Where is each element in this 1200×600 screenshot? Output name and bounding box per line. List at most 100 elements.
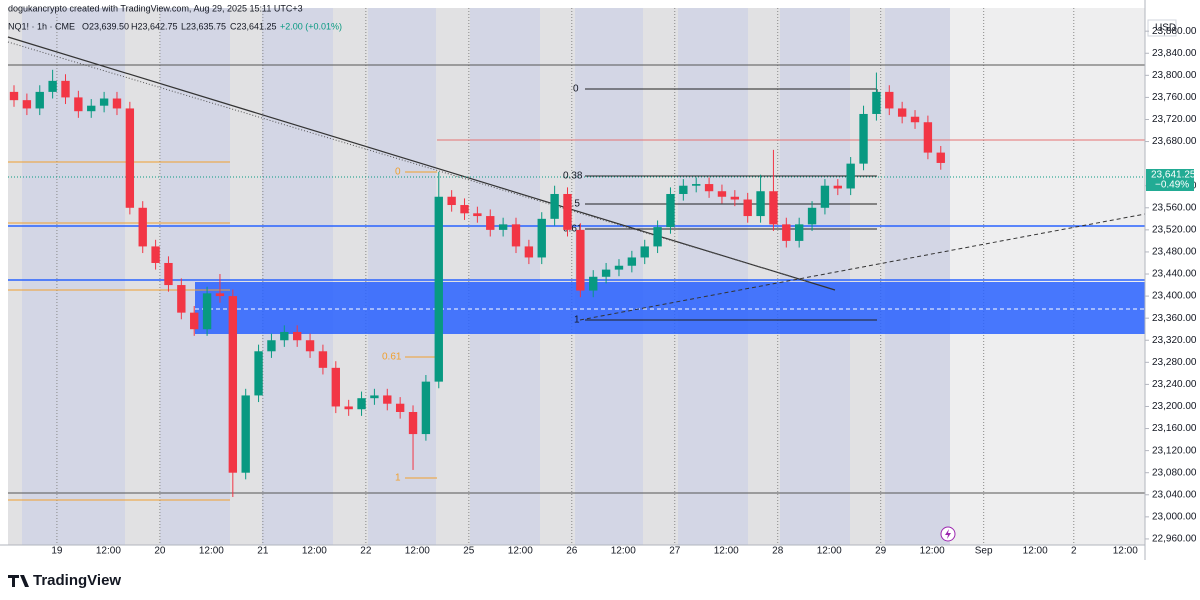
x-tick-label: 29: [875, 546, 887, 557]
fib-label: 1: [395, 473, 401, 484]
fib-label: 0: [395, 167, 401, 178]
candle-body: [215, 293, 225, 297]
candle-body: [589, 276, 598, 291]
candle-body: [923, 122, 933, 153]
candle-body: [807, 207, 817, 225]
trend-line: [7, 36, 836, 291]
x-tick-label: 12:00: [405, 546, 430, 557]
future-area: [950, 8, 1145, 545]
brand-logo: [8, 575, 29, 587]
y-tick-label: 23,720.00: [1152, 114, 1197, 125]
candle-body: [614, 265, 624, 270]
candle-body: [563, 193, 572, 230]
candle-body: [601, 269, 611, 277]
y-tick-label: 23,680.00: [1152, 136, 1197, 147]
candle-body: [498, 224, 508, 230]
session-band: [678, 8, 748, 545]
candle-body: [151, 246, 160, 263]
trend-line: [579, 213, 1146, 321]
ohlc-close: C23,641.25: [230, 21, 277, 31]
candle-body: [511, 224, 521, 247]
time-axis: [0, 545, 1145, 560]
y-tick-label: 23,760.00: [1152, 92, 1197, 103]
x-tick-label: 12:00: [1023, 546, 1048, 557]
y-tick-label: 23,440.00: [1152, 269, 1197, 280]
y-tick-label: 23,120.00: [1152, 445, 1197, 456]
candle-body: [344, 406, 353, 410]
y-tick-label: 23,880.00: [1152, 26, 1197, 37]
session-band: [22, 8, 125, 545]
candle-body: [254, 351, 263, 396]
currency: USD: [1155, 23, 1176, 34]
candle-body: [421, 381, 431, 435]
candle-body: [267, 340, 276, 352]
x-tick-label: 27: [669, 546, 681, 557]
symbol: NQ1! · 1h · CME: [8, 21, 75, 31]
x-tick-label: 22: [360, 546, 372, 557]
x-tick-label: 25: [463, 546, 475, 557]
candle-body: [190, 312, 199, 330]
candle-body: [460, 205, 469, 214]
candle-body: [318, 351, 328, 368]
currency-box: [1147, 19, 1177, 37]
candle-body: [99, 98, 109, 106]
candle-body: [202, 293, 212, 330]
ohlc-change: +2.00 (+0.01%): [280, 21, 342, 31]
ohlc-open: O23,639.50: [82, 21, 129, 31]
y-tick-label: 23,040.00: [1152, 489, 1197, 500]
last-price-box: [1146, 169, 1194, 191]
candle-body: [228, 296, 238, 473]
x-tick-label: 12:00: [817, 546, 842, 557]
x-tick-label: 20: [154, 546, 166, 557]
x-tick-label: 12:00: [96, 546, 121, 557]
x-tick-label: 21: [257, 546, 269, 557]
candle-body: [846, 163, 855, 189]
candle-body: [833, 185, 842, 189]
y-tick-label: 23,840.00: [1152, 48, 1197, 59]
axes: 22,960.00 23,000.00 23,040.00 23,080.00 23,1…: [51, 26, 1197, 557]
x-tick-label: 19: [51, 546, 63, 557]
x-tick-label: 12:00: [302, 546, 327, 557]
x-tick-label: 26: [566, 546, 578, 557]
last-change: −0.49%: [1155, 180, 1189, 191]
y-tick-label: 23,320.00: [1152, 335, 1197, 346]
x-tick-label: 12:00: [508, 546, 533, 557]
y-tick-label: 23,080.00: [1152, 467, 1197, 478]
x-tick-label: 12:00: [714, 546, 739, 557]
y-tick-label: 23,560.00: [1152, 202, 1197, 213]
candle-body: [241, 395, 250, 473]
x-tick-label: 12:00: [920, 546, 945, 557]
candle-body: [692, 184, 701, 186]
x-tick-label: 28: [772, 546, 784, 557]
candle-body: [125, 108, 135, 208]
candle-body: [910, 116, 920, 123]
ohlc-high: H23,642.75: [131, 21, 178, 31]
fib-label: 0.61: [382, 352, 402, 363]
candle-body: [74, 97, 83, 112]
fib-label: 0.61: [563, 224, 583, 235]
candle-body: [35, 91, 44, 109]
candle-body: [280, 331, 289, 341]
session-band: [368, 8, 436, 545]
y-tick-label: 23,400.00: [1152, 291, 1197, 302]
candle-body: [627, 257, 637, 266]
candle-body: [112, 98, 122, 109]
candle-body: [820, 185, 830, 208]
candle-body: [872, 91, 881, 114]
candle-body: [550, 193, 559, 219]
y-tick-label: 23,200.00: [1152, 401, 1197, 412]
y-tick-label: 23,520.00: [1152, 225, 1197, 236]
ohlc-low: L23,635.75: [181, 21, 226, 31]
candle-body: [666, 193, 675, 228]
x-tick-label: 2: [1071, 546, 1077, 557]
candle-body: [859, 113, 868, 164]
candle-body: [370, 395, 379, 399]
x-tick-label: 12:00: [1113, 546, 1138, 557]
candle-body: [640, 246, 649, 258]
session-band: [470, 8, 540, 545]
last-price: 23,641.25: [1151, 170, 1196, 181]
grid: [56, 8, 1075, 545]
brand: TradingView: [33, 572, 121, 589]
y-tick-label: 23,280.00: [1152, 357, 1197, 368]
